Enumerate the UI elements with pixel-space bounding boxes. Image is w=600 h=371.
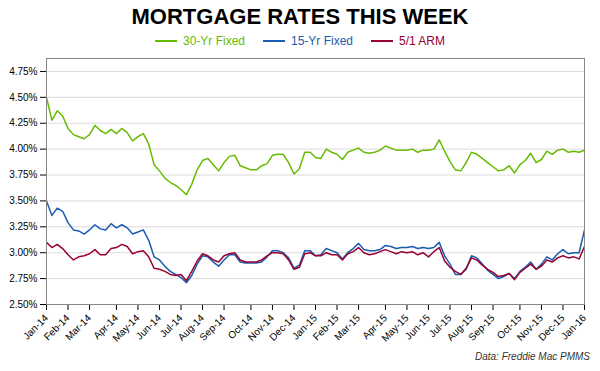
svg-text:Jul-14: Jul-14	[157, 312, 185, 340]
html-text:30-Yr Fixed: 30-Yr Fixed	[183, 34, 245, 48]
svg-text:4.50%: 4.50%	[9, 92, 37, 103]
svg-text:Mar-15: Mar-15	[332, 312, 362, 342]
svg-text:3.50%: 3.50%	[9, 195, 37, 206]
svg-text:Oct-14: Oct-14	[225, 312, 255, 342]
svg-text:Apr-15: Apr-15	[360, 312, 390, 342]
svg-text:May-15: May-15	[379, 312, 411, 344]
svg-text:Sep-14: Sep-14	[197, 312, 228, 343]
svg-text:4.00%: 4.00%	[9, 143, 37, 154]
svg-text:Mar-14: Mar-14	[63, 312, 93, 342]
svg-text:Dec-14: Dec-14	[267, 312, 298, 343]
svg-text:Jul-15: Jul-15	[426, 312, 454, 340]
html-text:Data: Freddie Mac PMMS: Data: Freddie Mac PMMS	[475, 351, 590, 362]
svg-text:4.25%: 4.25%	[9, 117, 37, 128]
svg-text:Oct-15: Oct-15	[494, 312, 524, 342]
svg-text:Jan-14: Jan-14	[20, 312, 51, 342]
svg-text:Jan-15: Jan-15	[289, 312, 320, 342]
svg-text:Nov-15: Nov-15	[514, 312, 546, 343]
svg-text:Sep-15: Sep-15	[466, 312, 497, 343]
svg-text:Feb-15: Feb-15	[310, 312, 341, 343]
svg-text:Jan-16: Jan-16	[559, 312, 589, 342]
svg-text:Jun-15: Jun-15	[403, 312, 433, 342]
svg-text:2.75%: 2.75%	[9, 273, 37, 284]
svg-text:Jun-14: Jun-14	[134, 312, 164, 342]
svg-text:2.50%: 2.50%	[9, 299, 37, 310]
html-text:15-Yr Fixed: 15-Yr Fixed	[291, 34, 353, 48]
svg-text:May-14: May-14	[110, 312, 142, 344]
svg-text:Feb-14: Feb-14	[41, 312, 72, 343]
svg-text:Apr-14: Apr-14	[91, 312, 121, 342]
svg-text:Aug-14: Aug-14	[175, 312, 207, 343]
svg-text:3.25%: 3.25%	[9, 221, 37, 232]
svg-text:4.75%: 4.75%	[9, 66, 37, 77]
html-text:5/1 ARM: 5/1 ARM	[399, 34, 445, 48]
svg-text:3.75%: 3.75%	[9, 169, 37, 180]
svg-text:Dec-15: Dec-15	[536, 312, 567, 343]
svg-text:Aug-15: Aug-15	[444, 312, 476, 343]
html-text:MORTGAGE RATES THIS WEEK: MORTGAGE RATES THIS WEEK	[131, 4, 469, 29]
svg-text:3.00%: 3.00%	[9, 247, 37, 258]
svg-text:Nov-14: Nov-14	[245, 312, 277, 343]
